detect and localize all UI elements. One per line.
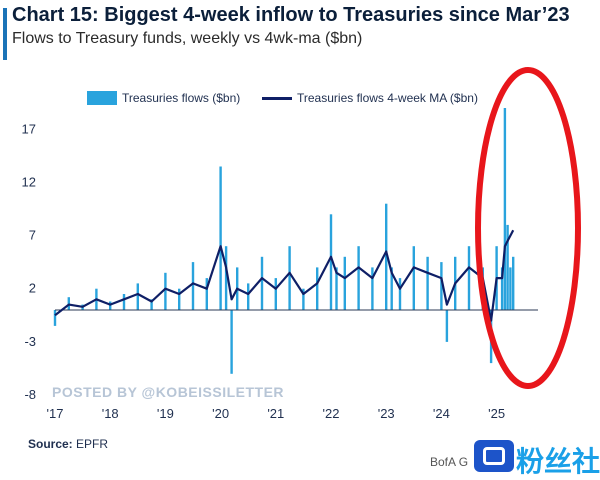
x-tick-label-0: '17 xyxy=(47,406,64,421)
brand-logo-icon xyxy=(474,440,514,472)
chart-subtitle: Flows to Treasury funds, weekly vs 4wk-m… xyxy=(12,30,363,47)
bar-32 xyxy=(440,262,443,310)
legend-swatch-bars xyxy=(87,91,117,105)
highlight-ellipse xyxy=(475,67,581,389)
bar-9 xyxy=(178,288,181,310)
bar-33 xyxy=(445,310,449,342)
chart-title: Chart 15: Biggest 4-week inflow to Treas… xyxy=(12,4,570,26)
credit-text: BofA G xyxy=(430,455,469,469)
source-value: EPFR xyxy=(76,437,109,451)
legend-label-bars: Treasuries flows ($bn) xyxy=(122,91,241,105)
bar-20 xyxy=(302,288,305,310)
bar-8 xyxy=(164,272,167,310)
title-accent-bar xyxy=(3,8,7,60)
x-tick-label-1: '18 xyxy=(102,406,119,421)
brand-text: 粉丝社区 xyxy=(516,446,600,477)
x-tick-label-4: '21 xyxy=(267,406,284,421)
bar-6 xyxy=(136,283,139,310)
bar-5 xyxy=(122,294,126,310)
bar-17 xyxy=(260,256,264,310)
y-tick-label-0: 17 xyxy=(22,121,36,136)
bar-0 xyxy=(53,310,57,326)
bar-40 xyxy=(503,108,507,310)
x-tick-label-7: '24 xyxy=(433,406,450,421)
bar-21 xyxy=(316,267,319,310)
bar-12 xyxy=(219,166,222,310)
bar-28 xyxy=(390,267,393,310)
x-axis-ticks: '17 '18 '19 '20 '21 '22 '23 '24 '25 xyxy=(47,406,506,421)
legend-swatch-line xyxy=(262,96,292,100)
bar-7 xyxy=(150,299,153,310)
y-tick-label-5: -8 xyxy=(24,387,36,402)
legend: Treasuries flows ($bn) Treasuries flows … xyxy=(0,91,600,109)
source-note: Source: EPFR xyxy=(28,437,108,451)
legend-item-line: Treasuries flows 4-week MA ($bn) xyxy=(262,91,478,105)
x-tick-label-2: '19 xyxy=(157,406,174,421)
bar-19 xyxy=(288,246,291,310)
source-label: Source: xyxy=(28,437,73,451)
bar-14 xyxy=(230,310,233,374)
bar-22 xyxy=(329,214,333,310)
bar-25 xyxy=(357,246,360,310)
y-tick-label-3: 2 xyxy=(29,281,36,296)
x-tick-label-3: '20 xyxy=(212,406,229,421)
bar-26 xyxy=(371,267,374,310)
bar-10 xyxy=(191,262,195,310)
bar-27 xyxy=(385,203,388,310)
x-tick-label-8: '25 xyxy=(488,406,505,421)
bars-layer xyxy=(53,108,515,374)
y-tick-label-4: -3 xyxy=(24,334,36,349)
bar-35 xyxy=(467,246,471,310)
bar-11 xyxy=(205,278,208,310)
bar-39 xyxy=(500,267,504,310)
bar-29 xyxy=(398,278,402,310)
bar-43 xyxy=(512,256,515,310)
bar-16 xyxy=(247,283,250,310)
bar-23 xyxy=(335,267,338,310)
bar-41 xyxy=(506,224,509,310)
legend-item-bars: Treasuries flows ($bn) xyxy=(87,91,240,105)
bar-18 xyxy=(274,278,277,310)
bar-24 xyxy=(343,256,346,310)
bar-13 xyxy=(224,246,228,310)
x-tick-label-5: '22 xyxy=(323,406,340,421)
bar-31 xyxy=(426,256,429,310)
legend-label-line: Treasuries flows 4-week MA ($bn) xyxy=(297,91,478,105)
bar-42 xyxy=(509,267,512,310)
bar-30 xyxy=(412,246,415,310)
x-tick-label-6: '23 xyxy=(378,406,395,421)
y-tick-label-1: 12 xyxy=(22,174,36,189)
bar-4 xyxy=(109,301,112,310)
y-tick-label-2: 7 xyxy=(29,228,36,243)
y-axis-ticks: 17 12 7 2 -3 -8 xyxy=(22,121,36,402)
watermark-text: POSTED BY @KOBEISSILETTER xyxy=(52,384,285,400)
